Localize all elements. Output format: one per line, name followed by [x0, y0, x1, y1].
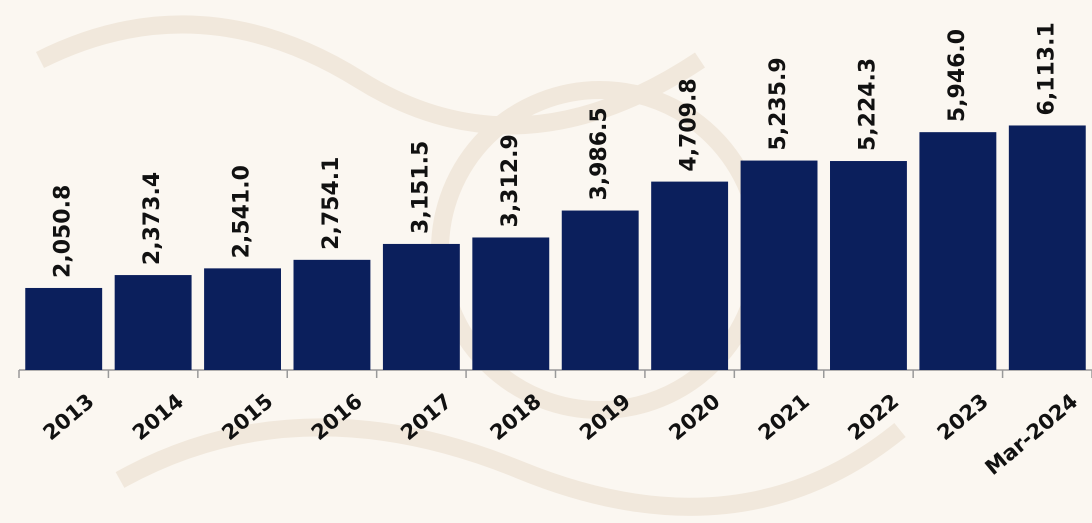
x-tick-label: 2021 — [754, 389, 814, 445]
bar — [204, 268, 281, 370]
value-label: 2,754.1 — [319, 157, 344, 250]
bar — [830, 161, 907, 370]
value-label: 2,050.8 — [51, 185, 76, 278]
x-tick-label: 2023 — [933, 389, 993, 445]
x-tick-label: 2013 — [38, 389, 98, 445]
bar — [114, 275, 192, 370]
value-label: 4,709.8 — [677, 78, 702, 171]
value-label: 5,946.0 — [945, 29, 970, 122]
value-label: 5,235.9 — [766, 57, 791, 150]
bar — [561, 210, 639, 370]
value-label: 5,224.3 — [855, 58, 880, 151]
bar — [382, 243, 460, 370]
value-label: 3,151.5 — [408, 141, 433, 234]
value-label: 2,541.0 — [230, 165, 255, 258]
bar — [472, 237, 550, 370]
bar — [740, 160, 818, 370]
value-label: 3,312.9 — [498, 134, 523, 227]
value-label: 6,113.1 — [1034, 22, 1059, 115]
bar — [651, 181, 729, 370]
value-label: 3,986.5 — [587, 107, 612, 200]
value-label: 2,373.4 — [140, 172, 165, 265]
x-tick-label: 2018 — [486, 389, 546, 445]
bar — [293, 259, 371, 370]
x-tick-label: 2014 — [128, 389, 188, 445]
bar — [1008, 125, 1086, 370]
x-tick-label: Mar-2024 — [981, 389, 1083, 480]
bar — [25, 287, 103, 370]
bar — [919, 132, 997, 370]
